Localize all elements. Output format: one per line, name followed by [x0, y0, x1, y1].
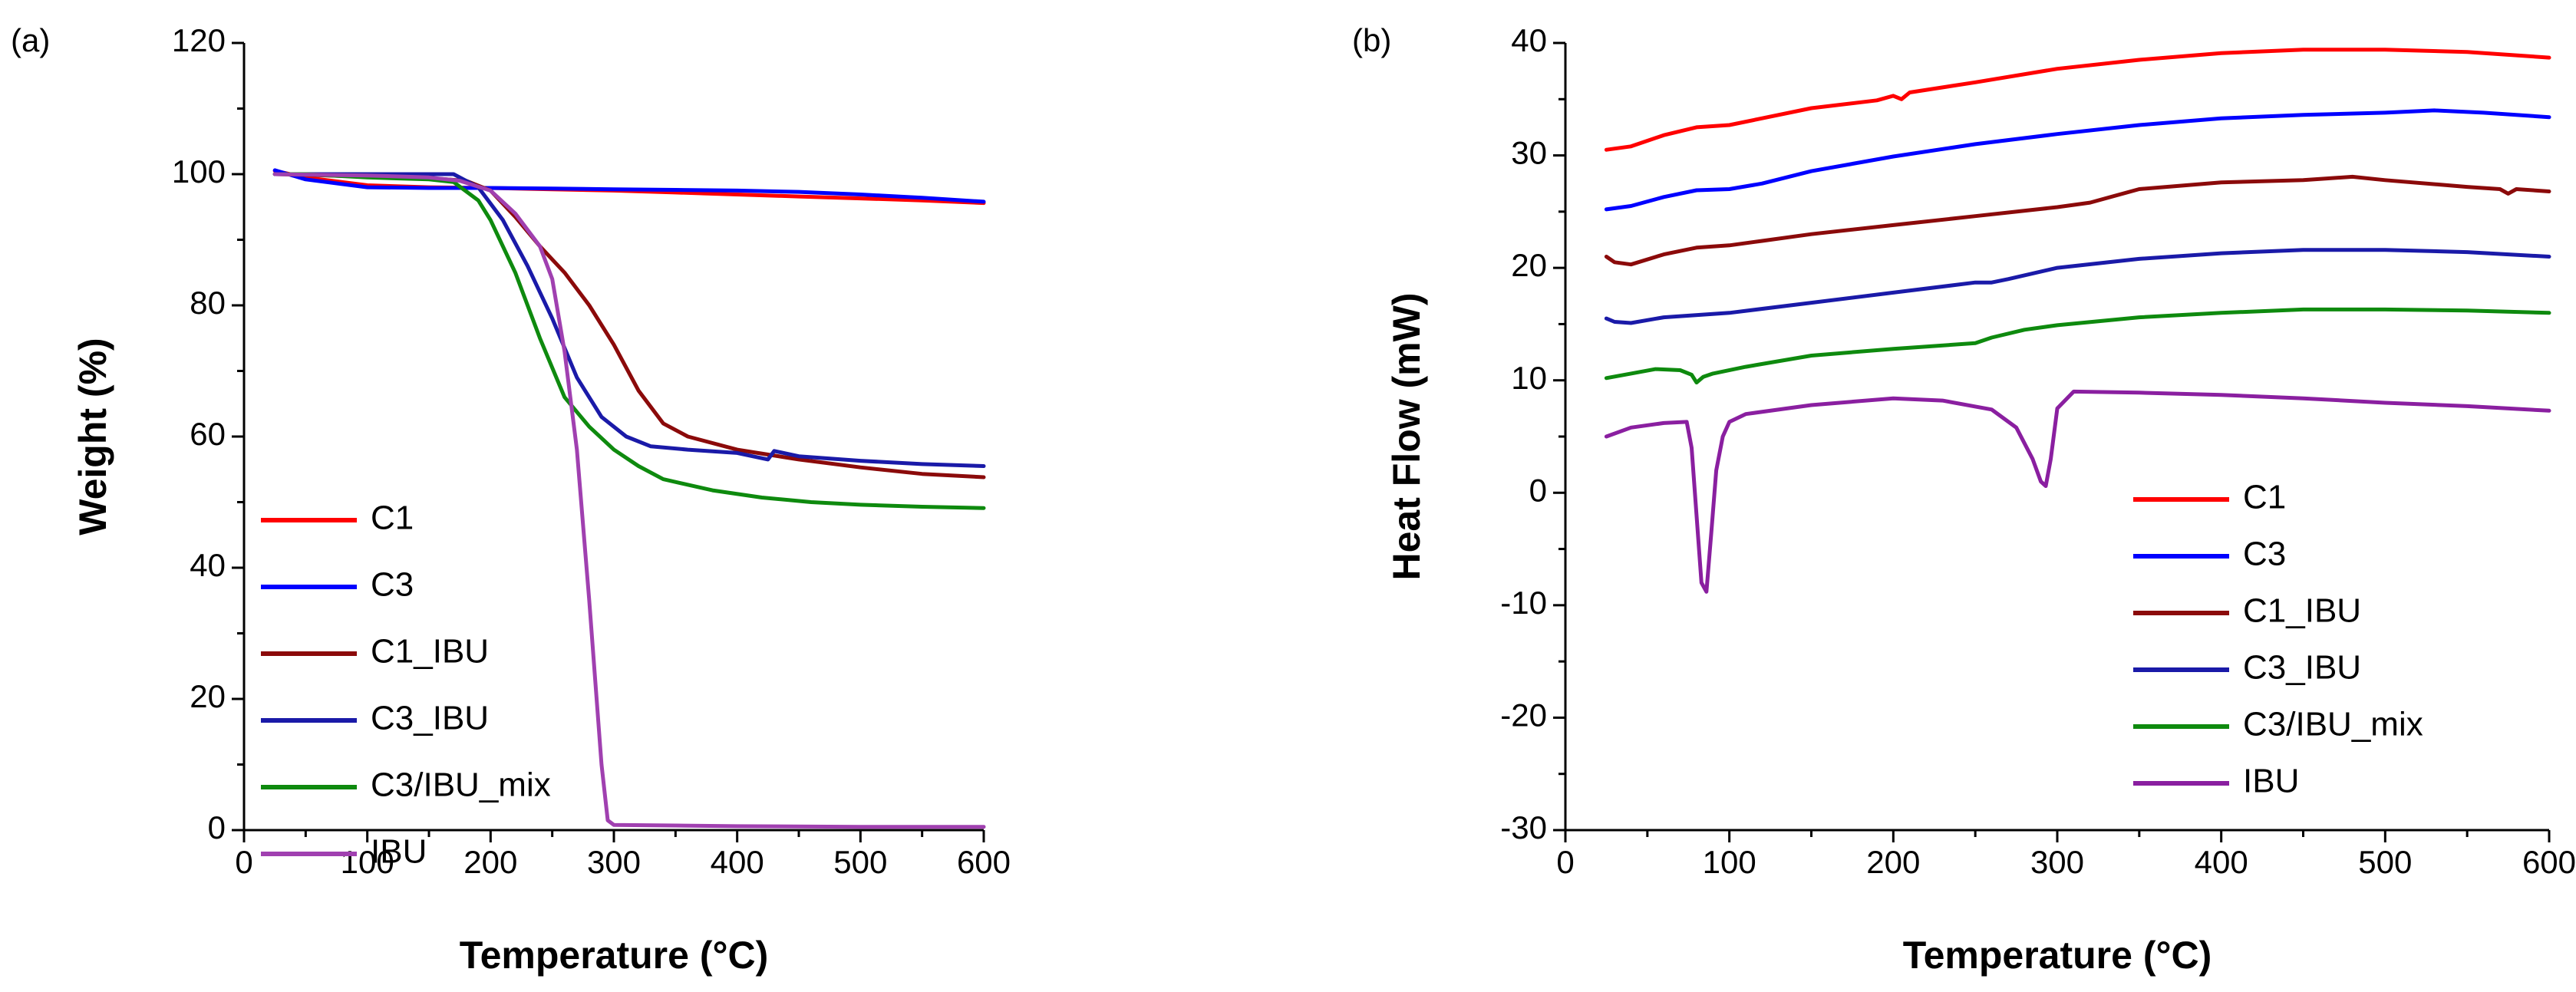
x-tick-label: 500	[833, 844, 887, 880]
x-tick-label: 0	[1556, 844, 1574, 880]
legend-label: C3_IBU	[2243, 649, 2361, 687]
dsc-chart: (b) 0 100 200 300 400 500 600 -30 -20 -10 0 10 20 30 40…	[1352, 22, 2576, 977]
legend-label: IBU	[371, 833, 427, 871]
series-line-ibu	[1604, 389, 2551, 594]
x-tick-label: 300	[587, 844, 641, 880]
legend-label: IBU	[2243, 763, 2299, 800]
x-tick-label: 100	[341, 844, 394, 880]
y-tick-label: -30	[1500, 809, 1547, 845]
series-line-c3-ibu-mix	[1604, 307, 2551, 385]
series-line-c3-ibu	[272, 172, 986, 468]
y-tick-label: 0	[208, 809, 226, 845]
panel-label: (a)	[11, 22, 50, 58]
legend-label: C3/IBU_mix	[2243, 706, 2423, 743]
legend-label: C1_IBU	[371, 633, 489, 671]
series-line-c1-ibu	[1604, 174, 2551, 267]
panel-label: (b)	[1352, 22, 1391, 58]
tga-chart: (a) 0 100 200 300 400 500 600 0 20 40 60 80 100 120 Tem…	[11, 22, 1011, 977]
series-line-c3	[1604, 108, 2551, 212]
y-axis-title: Heat Flow (mW)	[1385, 293, 1428, 581]
y-tick-label: 30	[1511, 135, 1547, 171]
x-tick-label: 600	[957, 844, 1011, 880]
y-tick-label: 40	[190, 547, 226, 583]
y-tick-label: 20	[190, 678, 226, 714]
x-tick-label: 300	[2030, 844, 2084, 880]
legend-label: C1	[2243, 479, 2286, 516]
y-tick-label: 0	[1529, 472, 1547, 508]
x-tick-label: 100	[1703, 844, 1756, 880]
legend-label: C3	[371, 566, 414, 604]
y-tick-label: 40	[1511, 22, 1547, 58]
x-tick-label: 400	[2195, 844, 2248, 880]
series-line-ibu	[272, 172, 986, 829]
legend-label: C1_IBU	[2243, 592, 2361, 630]
legend-label: C3_IBU	[371, 700, 489, 737]
y-tick-label: 80	[190, 285, 226, 321]
x-axis-title: Temperature (°C)	[1903, 934, 2212, 977]
y-axis-title: Weight (%)	[71, 338, 114, 535]
x-axis-title: Temperature (°C)	[460, 934, 768, 977]
y-tick-label: 100	[172, 153, 226, 190]
series-line-c3-ibu	[1604, 248, 2551, 325]
x-tick-label: 200	[463, 844, 517, 880]
legend-label: C1	[371, 499, 414, 537]
x-tick-label: 400	[711, 844, 764, 880]
legend-label: C3	[2243, 536, 2286, 573]
y-tick-label: 10	[1511, 360, 1547, 396]
x-tick-label: 0	[235, 844, 252, 880]
x-tick-label: 600	[2522, 844, 2576, 880]
y-tick-label: -20	[1500, 697, 1547, 733]
series-line-c1	[1604, 48, 2551, 152]
x-tick-label: 500	[2358, 844, 2412, 880]
series-line-c1-ibu	[272, 172, 986, 480]
y-tick-label: 120	[172, 22, 226, 58]
series-line-c3	[272, 168, 986, 204]
y-tick-label: -10	[1500, 585, 1547, 621]
y-tick-label: 20	[1511, 247, 1547, 283]
legend-label: C3/IBU_mix	[371, 766, 551, 804]
x-tick-label: 200	[1866, 844, 1920, 880]
y-tick-label: 60	[190, 416, 226, 452]
series-line-c3-ibu-mix	[272, 172, 986, 510]
